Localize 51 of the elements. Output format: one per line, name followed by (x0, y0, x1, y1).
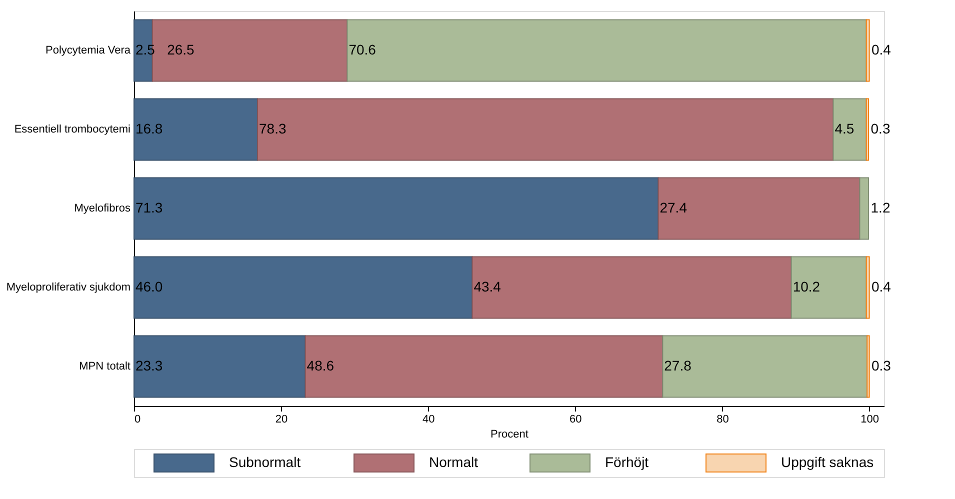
data-label: 0.4 (872, 42, 892, 58)
bar (134, 335, 306, 398)
bar (257, 98, 834, 161)
data-label: 46.0 (135, 278, 163, 294)
y-tick-label: MPN totalt (79, 360, 130, 372)
data-label: 4.5 (834, 120, 854, 136)
bar (832, 98, 867, 161)
y-tick-label: Myelofibros (74, 202, 131, 214)
bar (472, 256, 792, 319)
data-label: 48.6 (306, 358, 334, 374)
data-label: 71.3 (135, 200, 163, 216)
bar (658, 177, 860, 240)
x-tick-label: 100 (860, 414, 879, 426)
bar (662, 335, 868, 398)
legend-label: Normalt (429, 454, 478, 470)
data-label: 0.3 (872, 358, 892, 374)
bar (866, 256, 870, 319)
data-label: 0.3 (870, 120, 890, 136)
bar (790, 256, 867, 319)
data-label: 0.4 (872, 278, 892, 294)
data-label: 43.4 (474, 278, 502, 294)
x-tick-label: 80 (716, 414, 729, 426)
data-label: 70.6 (348, 42, 376, 58)
legend-label: Förhöjt (605, 454, 649, 470)
bar (134, 177, 659, 240)
data-label: 26.5 (167, 42, 195, 58)
bar (866, 98, 870, 161)
x-tick-label: 20 (275, 414, 288, 426)
bar (859, 177, 870, 240)
data-label: 27.8 (664, 358, 692, 374)
y-tick-label: Myeloproliferativ sjukdom (6, 282, 130, 294)
bar (134, 98, 258, 161)
bar (866, 335, 870, 398)
data-label: 1.2 (870, 200, 890, 216)
legend-label: Uppgift saknas (781, 454, 874, 470)
data-label: 27.4 (660, 200, 688, 216)
y-tick-label: Polycytemia Vera (46, 44, 132, 56)
x-tick-label: 40 (422, 414, 435, 426)
bar (866, 19, 870, 82)
bar (304, 335, 664, 398)
x-axis-title: Procent (490, 428, 528, 440)
data-label: 16.8 (135, 120, 163, 136)
data-label: 23.3 (135, 358, 163, 374)
data-label: 10.2 (792, 278, 820, 294)
data-label: 78.3 (259, 120, 286, 136)
y-tick-label: Essentiell trombocytemi (14, 124, 130, 136)
legend-label: Subnormalt (229, 454, 301, 470)
x-tick-label: 60 (570, 414, 582, 426)
bar (134, 256, 473, 319)
x-tick-label: 0 (134, 414, 141, 426)
bar (346, 19, 867, 82)
